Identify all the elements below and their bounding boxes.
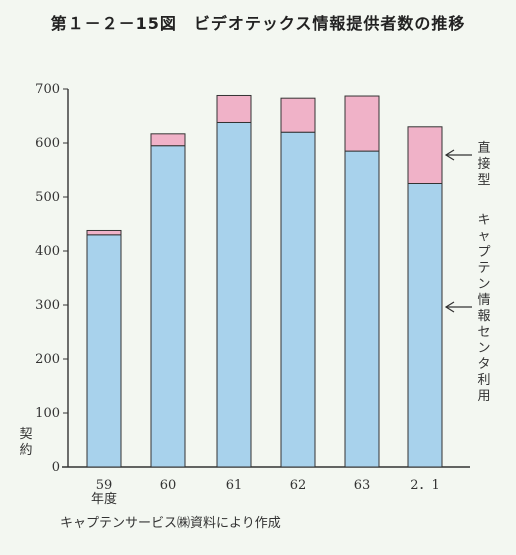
bar-segment-center-use xyxy=(344,150,380,468)
chart-title: 第１－２－15図 ビデオテックス情報提供者数の推移 xyxy=(50,14,466,33)
bar-segment-direct xyxy=(344,95,380,152)
x-tick-label: 60 xyxy=(160,478,177,493)
bar-segment-center-use xyxy=(280,131,316,468)
series-label-center-char: プ xyxy=(477,245,490,260)
series-label-center-char: セ xyxy=(477,325,490,340)
series-label-center-char: タ xyxy=(477,357,490,372)
series-label-direct-char: 直 xyxy=(477,141,490,156)
y-unit-label-char: 約 xyxy=(19,443,32,458)
chart-axes: 0 100 200 300 400 500 600 700 契約 xyxy=(19,82,470,475)
arrow-direct-head xyxy=(444,149,455,161)
series-label-direct-char: 型 xyxy=(477,173,490,188)
x-tick-label: 59 xyxy=(96,478,113,493)
series-label-center-char: キ xyxy=(477,213,490,228)
x-tick-label: 2．1 xyxy=(410,478,440,493)
y-tick-label: 700 xyxy=(35,82,60,97)
arrow-center-head xyxy=(444,301,455,313)
source-note: キャプテンサービス㈱資料により作成 xyxy=(60,516,281,531)
series-label-center-char: ャ xyxy=(477,229,490,244)
bar-segment-center-use xyxy=(407,183,443,468)
y-tick-label: 300 xyxy=(35,298,60,313)
bar-segment-direct xyxy=(150,133,186,147)
bar-segment-direct xyxy=(86,229,122,236)
x-tick-label: 62 xyxy=(290,478,307,493)
bar-segment-direct xyxy=(407,126,443,185)
y-tick-label: 500 xyxy=(35,190,60,205)
series-label-direct-char: 接 xyxy=(477,156,490,172)
chart-bars xyxy=(86,94,443,468)
bar-segment-center-use xyxy=(150,145,186,468)
bar-segment-direct xyxy=(280,97,316,133)
x-tick-label: 61 xyxy=(226,478,243,493)
series-label-center-char: 利 xyxy=(477,373,490,388)
series-label-center-char: ン xyxy=(477,277,490,292)
bar-segment-direct xyxy=(216,94,252,123)
y-tick-label: 200 xyxy=(35,352,60,367)
series-label-center-char: ン xyxy=(477,341,490,356)
series-label-center-char: テ xyxy=(477,261,490,276)
y-tick-label: 400 xyxy=(35,244,60,259)
y-unit-label-char: 契 xyxy=(19,427,32,442)
x-unit-label: 年度 xyxy=(91,491,117,507)
y-tick-label: 600 xyxy=(35,136,60,151)
y-tick-label: 0 xyxy=(52,460,60,475)
x-tick-label: 63 xyxy=(354,478,371,493)
bar-segment-center-use xyxy=(216,121,252,468)
series-label-center-char: 情 xyxy=(477,293,490,308)
y-tick-label: 100 xyxy=(35,406,60,421)
series-label-center-char: 報 xyxy=(477,309,490,324)
bar-segment-center-use xyxy=(86,234,122,468)
series-label-center-char: 用 xyxy=(477,389,490,404)
